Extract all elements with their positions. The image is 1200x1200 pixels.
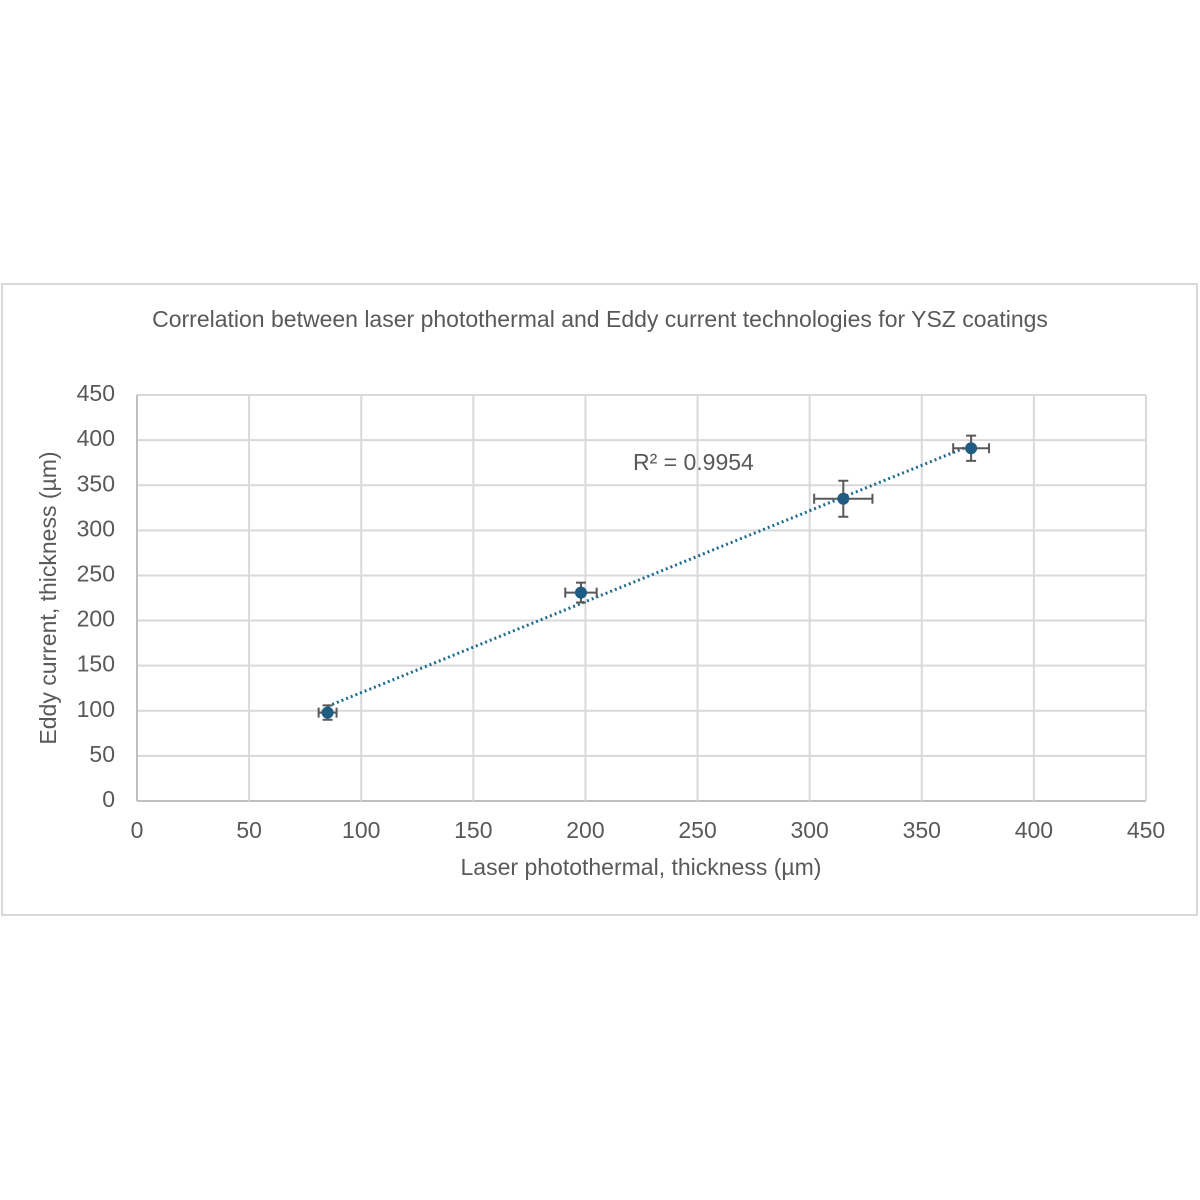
y-tick-label: 50 xyxy=(89,741,115,767)
chart-border xyxy=(1,283,1198,916)
x-tick-label: 150 xyxy=(454,817,492,843)
trendline xyxy=(327,443,972,708)
point xyxy=(965,442,978,455)
r-squared-annotation: R² = 0.9954 xyxy=(633,449,754,475)
y-tick-label: 0 xyxy=(102,786,115,812)
x-tick-label: 450 xyxy=(1127,817,1165,843)
point xyxy=(837,492,850,505)
y-tick-label: 450 xyxy=(77,380,115,406)
y-tick-label: 300 xyxy=(77,515,115,541)
y-tick-label: 150 xyxy=(77,651,115,677)
x-tick-label: 250 xyxy=(678,817,716,843)
y-tick-label: 200 xyxy=(77,606,115,632)
x-tick-label: 50 xyxy=(236,817,262,843)
y-axis-label: Eddy current, thickness (µm) xyxy=(35,451,61,744)
y-tick-label: 100 xyxy=(77,696,115,722)
y-tick-label: 250 xyxy=(77,561,115,587)
x-tick-label: 300 xyxy=(790,817,828,843)
x-tick-label: 100 xyxy=(342,817,380,843)
point xyxy=(321,706,334,719)
point xyxy=(574,586,587,599)
x-tick-label: 200 xyxy=(566,817,604,843)
y-tick-label: 400 xyxy=(77,425,115,451)
chart-title: Correlation between laser photothermal a… xyxy=(152,306,1048,332)
x-tick-label: 400 xyxy=(1015,817,1053,843)
x-tick-label: 350 xyxy=(903,817,941,843)
x-axis-label: Laser photothermal, thickness (µm) xyxy=(461,854,822,880)
x-tick-label: 0 xyxy=(131,817,144,843)
y-tick-label: 350 xyxy=(77,470,115,496)
